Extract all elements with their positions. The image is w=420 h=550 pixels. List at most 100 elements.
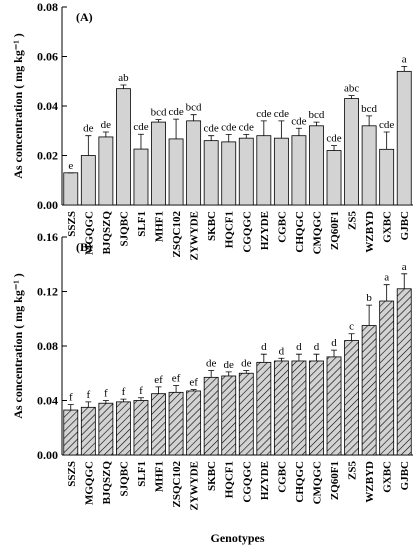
error-bar <box>120 398 127 402</box>
x-tick-label: HZYDE <box>259 461 271 500</box>
significance-letter: a <box>402 53 407 65</box>
significance-letter: bcd <box>186 102 202 114</box>
error-bar <box>383 131 390 150</box>
y-tick-label: 0.16 <box>37 230 58 244</box>
error-bar <box>67 404 74 411</box>
significance-letter: cde <box>239 121 254 133</box>
significance-letter: ab <box>118 72 129 84</box>
error-bar <box>225 371 232 376</box>
bar <box>151 393 166 456</box>
error-bar <box>102 400 109 404</box>
significance-letter: e <box>68 160 73 172</box>
bar <box>273 137 289 206</box>
y-tick-label: 0.02 <box>37 149 58 163</box>
error-bar <box>120 84 127 89</box>
significance-letter: bcd <box>361 103 377 115</box>
error-bar <box>401 273 408 289</box>
significance-letter: de <box>83 123 94 135</box>
y-axis-label: As concentration ( mg kg⁻¹ ) <box>11 33 25 179</box>
x-tick-label: MGQGC <box>83 211 95 255</box>
x-tick-label: MHF1 <box>154 461 166 492</box>
x-tick-label: CMQGC <box>311 461 323 504</box>
x-tick-label: SSZS <box>66 211 78 237</box>
significance-letter: de <box>101 119 112 131</box>
significance-letter: a <box>384 272 389 284</box>
error-bar <box>348 95 355 99</box>
significance-letter: b <box>366 292 372 304</box>
x-tick-label: CGQGC <box>241 461 253 503</box>
x-tick-label: MHF1 <box>154 211 166 242</box>
x-tick-label: ZYWYDE <box>189 461 201 511</box>
x-tick-label: MGQGC <box>83 461 95 505</box>
bar <box>221 141 237 206</box>
x-tick-label: WZBYD <box>364 211 376 253</box>
x-tick-label: CGBC <box>276 461 288 493</box>
error-bar <box>313 353 320 361</box>
x-tick-label: SJQBC <box>118 211 130 247</box>
bar <box>186 120 202 206</box>
x-tick-label: GXBC <box>382 211 394 243</box>
significance-letter: d <box>331 337 337 349</box>
x-tick-label: ZYWYDE <box>189 211 201 261</box>
error-bar <box>366 304 373 326</box>
error-bar <box>102 131 109 137</box>
bar <box>203 376 219 456</box>
bar <box>309 360 324 456</box>
bar <box>309 125 324 206</box>
x-tick-label: HQCF1 <box>224 461 236 498</box>
bar <box>238 372 254 456</box>
x-tick-label: WZBYD <box>364 461 376 503</box>
significance-letter: de <box>241 358 252 370</box>
significance-letter: c <box>349 321 354 333</box>
bar <box>344 340 359 456</box>
significance-letter: f <box>139 385 143 397</box>
x-tick-label: GJBC <box>399 461 411 490</box>
error-bar <box>331 145 338 151</box>
bar <box>168 391 184 456</box>
bar <box>133 400 149 456</box>
error-bar <box>313 121 320 126</box>
significance-letter: cde <box>133 121 148 133</box>
x-tick-label: ZSQC102 <box>171 211 183 258</box>
bar <box>396 288 412 456</box>
bar <box>361 125 377 206</box>
error-bar <box>366 115 373 126</box>
x-tick-label: GXBC <box>382 461 394 493</box>
significance-letter: cde <box>204 123 219 135</box>
error-bar <box>208 370 215 378</box>
error-bar <box>208 135 215 141</box>
significance-letter: a <box>402 261 407 273</box>
x-tick-label: ZS5 <box>347 461 359 480</box>
x-tick-label: SSZS <box>66 461 78 487</box>
bar <box>256 135 272 206</box>
error-bar <box>278 357 285 361</box>
x-tick-label: CMQGC <box>311 211 323 254</box>
x-tick-label: SKBC <box>206 461 218 491</box>
y-tick-label: 0.04 <box>37 394 58 408</box>
significance-letter: d <box>314 341 320 353</box>
significance-letter: d <box>279 345 285 357</box>
x-tick-label: ZQ60F1 <box>329 211 341 250</box>
x-tick-label: CHQGC <box>294 211 306 253</box>
bar <box>151 121 166 206</box>
bar <box>273 360 289 456</box>
x-tick-label: CGQGC <box>241 211 253 253</box>
x-tick-label: SJQBC <box>118 461 130 497</box>
error-bar <box>331 349 338 357</box>
bar <box>361 325 377 456</box>
bar <box>203 140 219 206</box>
y-tick-label: 0.12 <box>37 285 58 299</box>
bar <box>186 390 202 456</box>
significance-letter: ef <box>172 373 181 385</box>
significance-letter: f <box>104 388 108 400</box>
error-bar <box>155 386 162 394</box>
x-tick-label: HQCF1 <box>224 211 236 248</box>
significance-letter: cde <box>221 121 236 133</box>
error-bar <box>155 119 162 123</box>
significance-letter: cde <box>379 119 394 131</box>
significance-letter: cde <box>274 108 289 120</box>
bar <box>396 70 412 206</box>
bar <box>256 361 272 456</box>
x-tick-label: CHQGC <box>294 461 306 503</box>
